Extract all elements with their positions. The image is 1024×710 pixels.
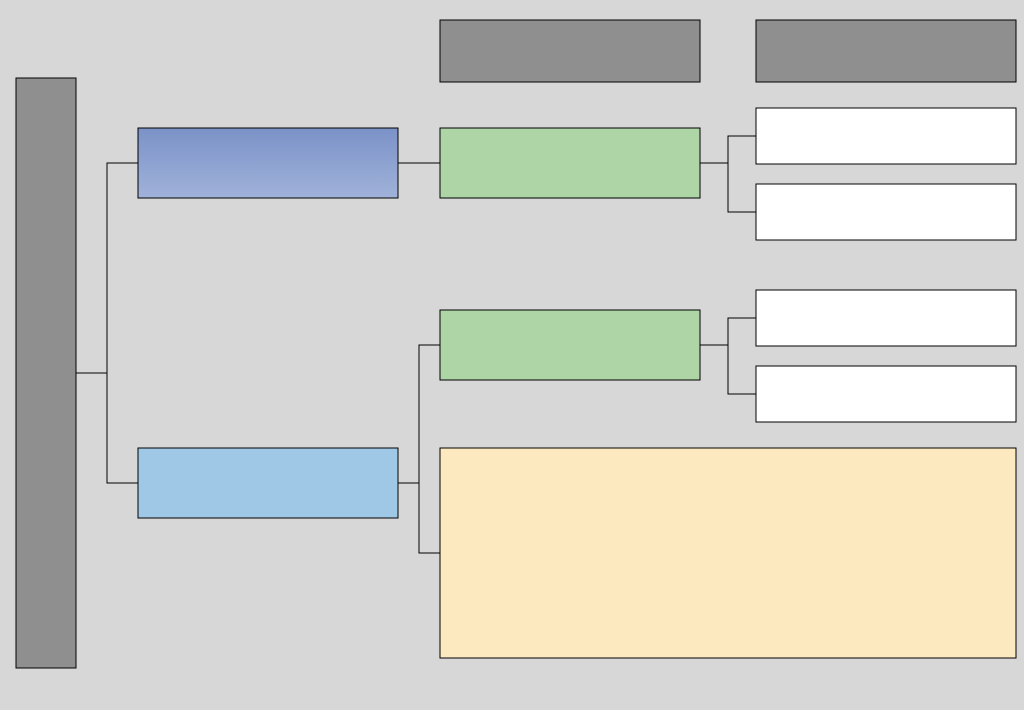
node-branch-2 [138,448,398,518]
node-header-b [756,20,1016,82]
edge-sub-1-to-leaf-1a [700,136,756,163]
node-header-a [440,20,700,82]
edge-sub-2-to-leaf-2a [700,318,756,345]
edge-root-to-branch-2 [76,373,138,483]
node-leaf-2b [756,366,1016,422]
nodes-layer [16,20,1016,668]
node-sub-1 [440,128,700,198]
edge-root-to-branch-1 [76,163,138,373]
node-leaf-1a [756,108,1016,164]
edge-sub-2-to-leaf-2b [700,345,756,394]
node-sub-2 [440,310,700,380]
edge-branch-2-to-sub-2 [398,345,440,483]
node-leaf-1b [756,184,1016,240]
hierarchy-diagram [0,0,1024,710]
node-branch-1 [138,128,398,198]
edge-branch-2-to-sub-3-wide [398,483,440,553]
edge-sub-1-to-leaf-1b [700,163,756,212]
node-sub-3-wide [440,448,1016,658]
node-root [16,78,76,668]
node-leaf-2a [756,290,1016,346]
